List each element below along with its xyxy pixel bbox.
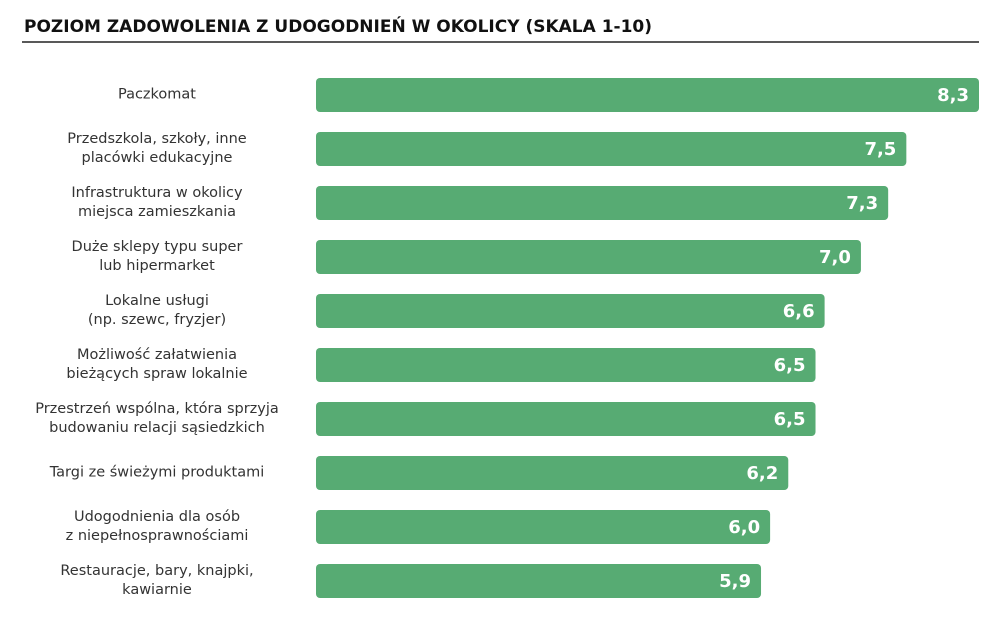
value-label: 6,5 (774, 355, 806, 376)
bar (316, 132, 907, 166)
value-label: 5,9 (719, 571, 751, 592)
category-label: Infrastruktura w okolicy miejsca zamiesz… (71, 185, 243, 220)
value-label: 7,5 (864, 139, 896, 160)
value-label: 6,5 (774, 409, 806, 430)
chart-title: POZIOM ZADOWOLENIA Z UDOGODNIEŃ W OKOLIC… (24, 15, 652, 37)
value-label: 8,3 (937, 85, 969, 106)
category-label: Paczkomat (117, 86, 196, 103)
bar (316, 456, 789, 490)
category-label: Przedszkola, szkoły, inne placówki eduka… (67, 131, 247, 166)
bar (316, 78, 979, 112)
bar (316, 294, 825, 328)
bar (316, 186, 889, 220)
bar (316, 564, 762, 598)
value-label: 6,2 (746, 463, 778, 484)
category-label: Udogodnienia dla osób z niepełnosprawnoś… (65, 509, 249, 544)
category-label: Możliwość załatwienia bieżących spraw lo… (66, 347, 248, 382)
category-label: Targi ze świeżymi produktami (49, 464, 265, 481)
bar (316, 402, 816, 436)
category-label: Restauracje, bary, knajpki, kawiarnie (60, 563, 254, 598)
value-label: 7,3 (846, 193, 878, 214)
bar (316, 348, 816, 382)
value-label: 7,0 (819, 247, 851, 268)
category-label: Lokalne usługi (np. szewc, fryzjer) (87, 293, 227, 328)
category-label: Przestrzeń wspólna, która sprzyja budowa… (35, 401, 279, 436)
category-label: Duże sklepy typu super lub hipermarket (71, 239, 243, 274)
bar (316, 240, 861, 274)
value-label: 6,0 (728, 517, 760, 538)
value-label: 6,6 (783, 301, 815, 322)
bar (316, 510, 771, 544)
